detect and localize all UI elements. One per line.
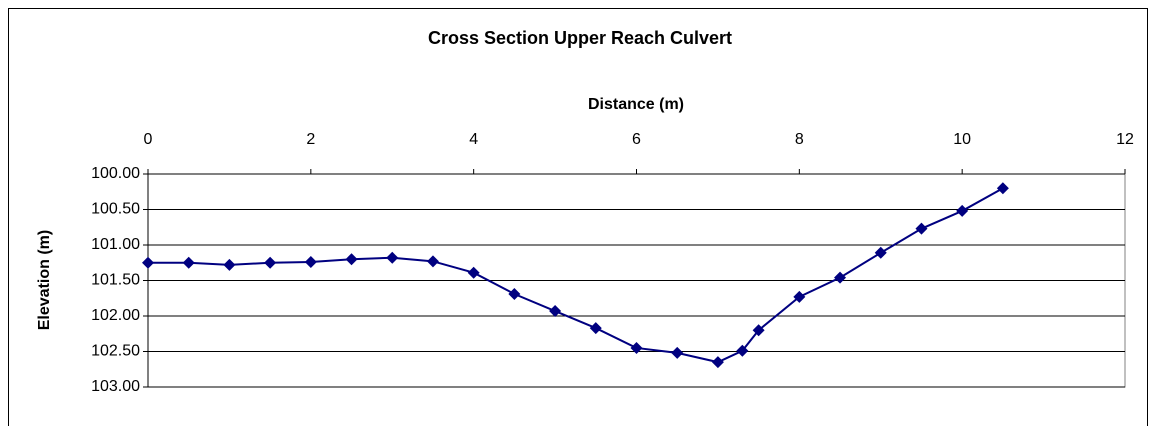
point-marker (874, 246, 887, 259)
point-marker (549, 305, 562, 318)
x-axis-label: Distance (m) (588, 96, 684, 113)
y-tick-label: 102.00 (91, 307, 140, 324)
point-marker (736, 344, 749, 357)
point-marker (630, 341, 643, 354)
y-tick-label: 100.50 (91, 201, 140, 218)
x-tick-label: 4 (469, 131, 478, 148)
point-marker (752, 324, 765, 337)
x-tick-label: 0 (144, 131, 153, 148)
point-marker (671, 346, 684, 359)
x-tick-label: 8 (795, 131, 804, 148)
y-tick-label: 103.00 (91, 378, 140, 395)
point-marker (223, 258, 236, 271)
point-marker (793, 290, 806, 303)
point-marker (711, 356, 724, 369)
y-tick-label: 100.00 (91, 165, 140, 182)
point-marker (304, 256, 317, 269)
point-marker (589, 322, 602, 335)
y-tick-label: 102.50 (91, 343, 140, 360)
point-marker (956, 204, 969, 217)
x-tick-label: 10 (953, 131, 971, 148)
point-marker (426, 255, 439, 268)
chart-frame (8, 8, 1148, 426)
point-marker (467, 266, 480, 279)
point-marker (142, 256, 154, 269)
y-tick-label: 101.50 (91, 272, 140, 289)
point-marker (264, 256, 277, 269)
x-tick-label: 12 (1116, 131, 1134, 148)
point-marker (996, 182, 1009, 195)
point-marker (345, 253, 358, 266)
point-marker (386, 251, 399, 264)
x-tick-label: 6 (632, 131, 641, 148)
x-tick-label: 2 (306, 131, 315, 148)
point-marker (915, 222, 928, 235)
y-axis-label: Elevation (m) (36, 230, 53, 330)
y-tick-label: 101.00 (91, 236, 140, 253)
point-marker (508, 287, 521, 300)
point-marker (834, 271, 847, 284)
point-marker (182, 256, 195, 269)
chart-title: Cross Section Upper Reach Culvert (428, 28, 732, 48)
